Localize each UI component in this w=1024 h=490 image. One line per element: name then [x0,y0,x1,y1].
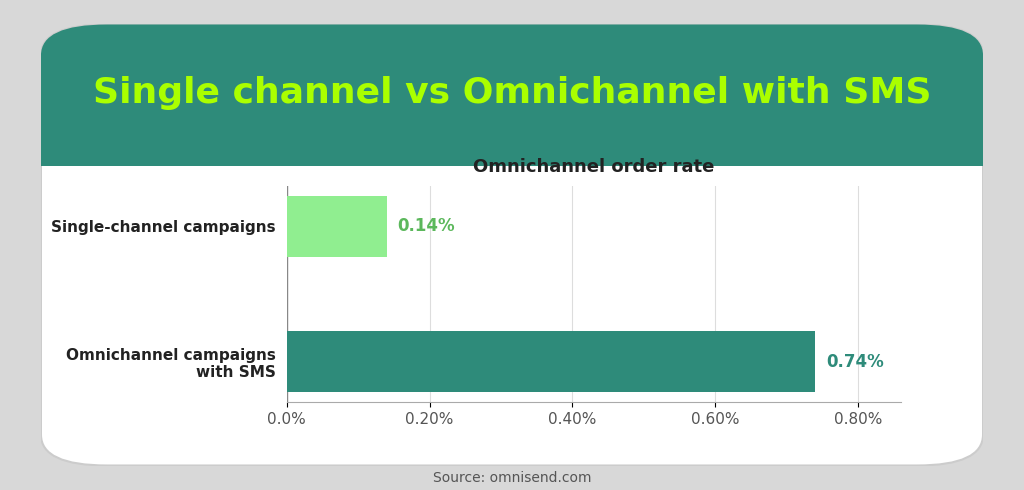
Text: Source: omnisend.com: Source: omnisend.com [433,471,591,485]
FancyBboxPatch shape [41,24,983,166]
Text: 0.74%: 0.74% [826,353,884,370]
Bar [287,331,815,392]
Text: Single channel vs Omnichannel with SMS: Single channel vs Omnichannel with SMS [93,76,931,110]
FancyBboxPatch shape [41,24,983,465]
Bar [41,126,983,166]
Text: 0.14%: 0.14% [397,218,455,235]
Title: Omnichannel order rate: Omnichannel order rate [473,158,715,176]
Bar [287,196,387,257]
